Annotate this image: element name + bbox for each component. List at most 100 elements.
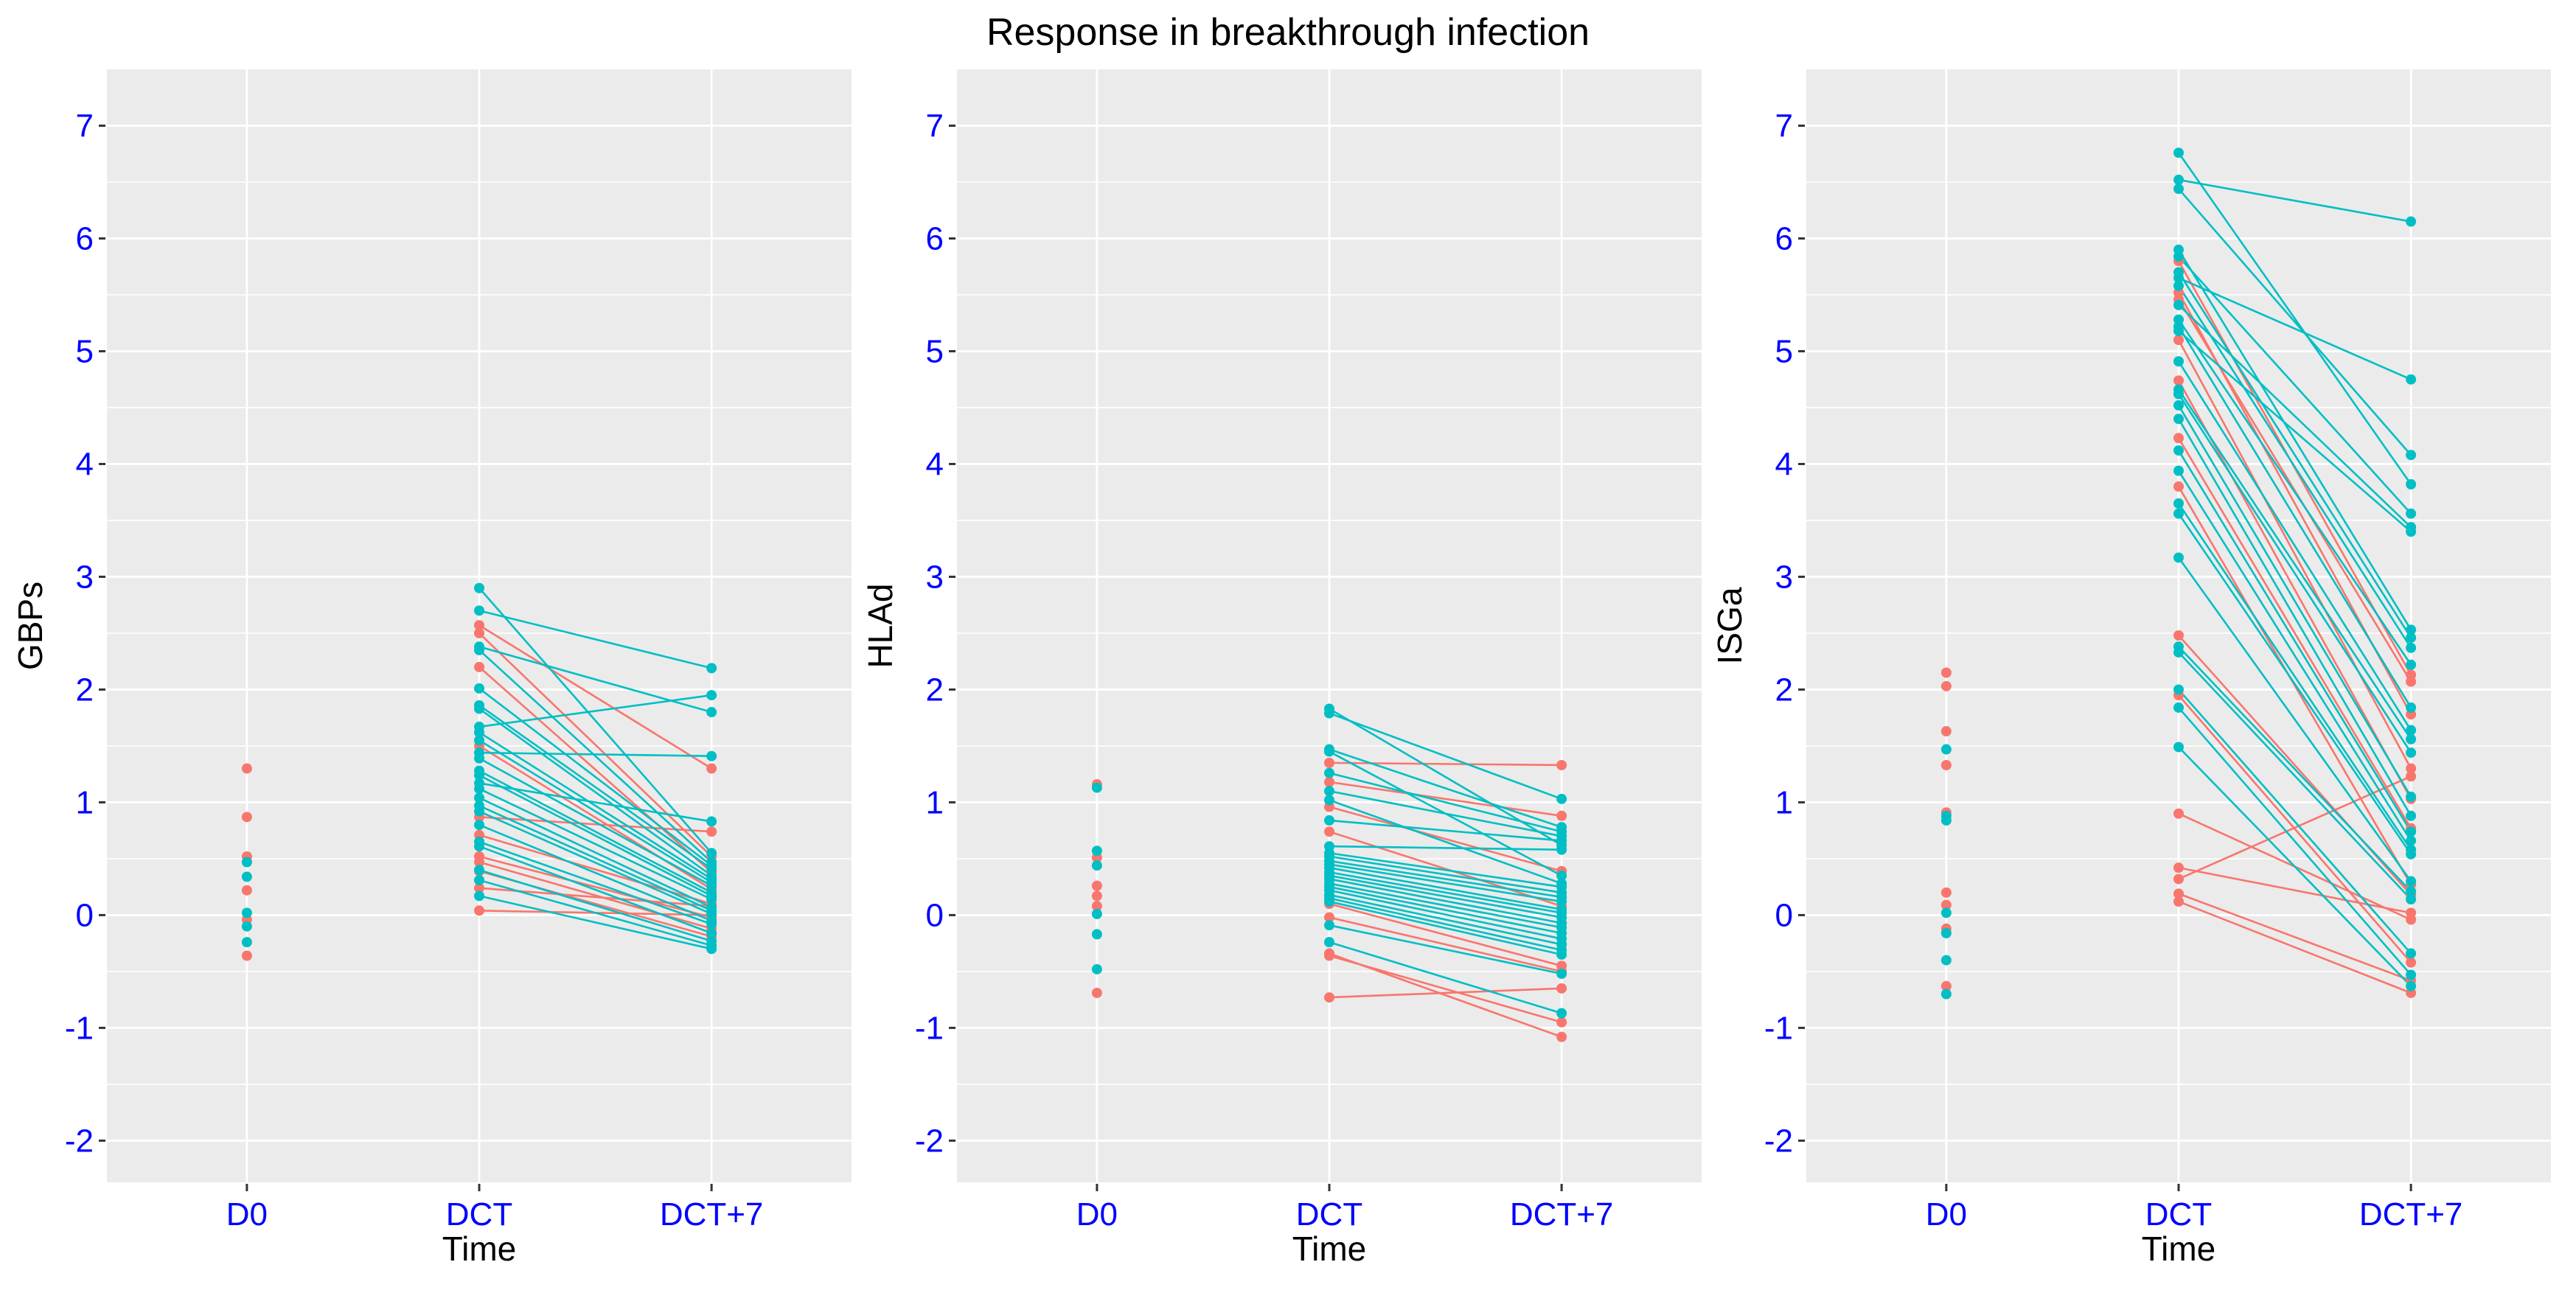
chart-title: Response in breakthrough infection: [986, 11, 1590, 54]
data-point: [1940, 759, 1952, 770]
y-tick-label: -2: [1764, 1123, 1793, 1159]
data-point: [2406, 508, 2417, 519]
data-point: [2173, 888, 2184, 899]
subject-line: [1329, 748, 1562, 829]
data-point: [2406, 733, 2417, 745]
data-point: [241, 921, 252, 932]
subject-line: [2177, 380, 2412, 800]
data-point: [2173, 630, 2184, 641]
data-point: [706, 848, 717, 859]
subject-line: [2177, 450, 2412, 832]
data-point: [1940, 907, 1952, 918]
subject-line: [1329, 772, 1562, 833]
data-point: [474, 841, 484, 852]
data-point: [2406, 893, 2417, 904]
y-tick-label: 6: [76, 220, 94, 257]
subject-line: [478, 855, 712, 918]
subject-line: [478, 787, 712, 901]
subject-line: [478, 731, 712, 880]
data-point: [2406, 886, 2417, 897]
subject-line: [2178, 188, 2412, 456]
data-point: [1556, 1031, 1567, 1042]
data-point: [706, 690, 717, 701]
data-point: [2406, 771, 2417, 782]
data-point: [2173, 273, 2184, 284]
data-point: [1940, 927, 1952, 938]
x-tick-label: D0: [1076, 1196, 1118, 1233]
y-tick-label: 2: [1775, 672, 1793, 708]
data-point: [1324, 757, 1334, 768]
x-tick-label: DCT: [2145, 1196, 2212, 1233]
data-point: [2173, 465, 2184, 476]
data-point: [2406, 848, 2417, 860]
data-point: [2173, 433, 2184, 444]
subject-line: [478, 840, 712, 925]
data-point: [1940, 989, 1952, 1000]
data-point: [1091, 890, 1102, 902]
subject-line: [2177, 470, 2412, 842]
data-point: [1556, 759, 1567, 770]
data-point: [1556, 810, 1567, 821]
subject-line: [2178, 178, 2412, 223]
subject-line: [1329, 889, 1562, 940]
subject-line: [2177, 405, 2412, 798]
y-tick-label: -2: [65, 1123, 94, 1159]
data-point: [706, 893, 717, 904]
subject-line: [1329, 900, 1562, 956]
subject-line: [1329, 897, 1562, 952]
data-point: [1556, 983, 1567, 994]
data-point: [1940, 815, 1952, 826]
subject-line: [1329, 916, 1562, 973]
data-point: [241, 857, 252, 868]
data-point: [2406, 957, 2417, 968]
data-point: [2406, 876, 2417, 887]
data-point: [706, 707, 717, 718]
data-point: [1324, 746, 1334, 757]
data-point: [1324, 795, 1334, 806]
subject-line: [478, 649, 712, 863]
data-point: [1940, 680, 1952, 691]
subject-line: [1329, 871, 1562, 914]
y-tick-label: 5: [1775, 333, 1793, 369]
subject-line: [1329, 902, 1562, 967]
x-tick-label: DCT+7: [1510, 1196, 1614, 1233]
subject-line: [478, 694, 712, 728]
subject-line: [2178, 694, 2412, 963]
y-tick-label: 4: [76, 446, 94, 482]
data-point: [2406, 948, 2417, 959]
subject-line: [2178, 646, 2412, 893]
data-point: [241, 812, 252, 823]
data-point: [2406, 659, 2417, 670]
subject-line: [1329, 855, 1562, 894]
data-point: [1940, 726, 1952, 737]
data-point: [474, 770, 484, 781]
data-point: [1324, 896, 1334, 907]
subject-line: [2177, 285, 2412, 649]
subject-line: [478, 804, 712, 912]
subject-line: [478, 845, 712, 935]
data-point: [474, 620, 484, 631]
y-tick-label: 2: [926, 672, 944, 708]
y-tick-label: 1: [1775, 784, 1793, 820]
data-point: [1556, 896, 1567, 907]
subject-line: [2178, 330, 2412, 533]
data-point: [1556, 1008, 1567, 1019]
y-axis-title: GBPs: [11, 582, 49, 670]
subject-line: [2178, 304, 2412, 529]
subject-line: [1329, 866, 1562, 911]
subject-line: [2177, 318, 2412, 666]
data-point: [2406, 632, 2417, 644]
data-point: [706, 663, 717, 674]
x-tick-label: D0: [1926, 1196, 1967, 1233]
data-point: [2173, 481, 2184, 492]
x-tick-label: DCT: [446, 1196, 512, 1233]
subject-line: [1329, 955, 1562, 1024]
data-point: [1940, 899, 1952, 910]
data-point: [1324, 920, 1334, 931]
subject-line: [478, 816, 712, 833]
data-point: [1324, 776, 1334, 787]
data-point: [1324, 767, 1334, 778]
data-point: [241, 907, 252, 918]
y-tick-label: 3: [1775, 559, 1793, 595]
subject-line: [1329, 882, 1562, 929]
